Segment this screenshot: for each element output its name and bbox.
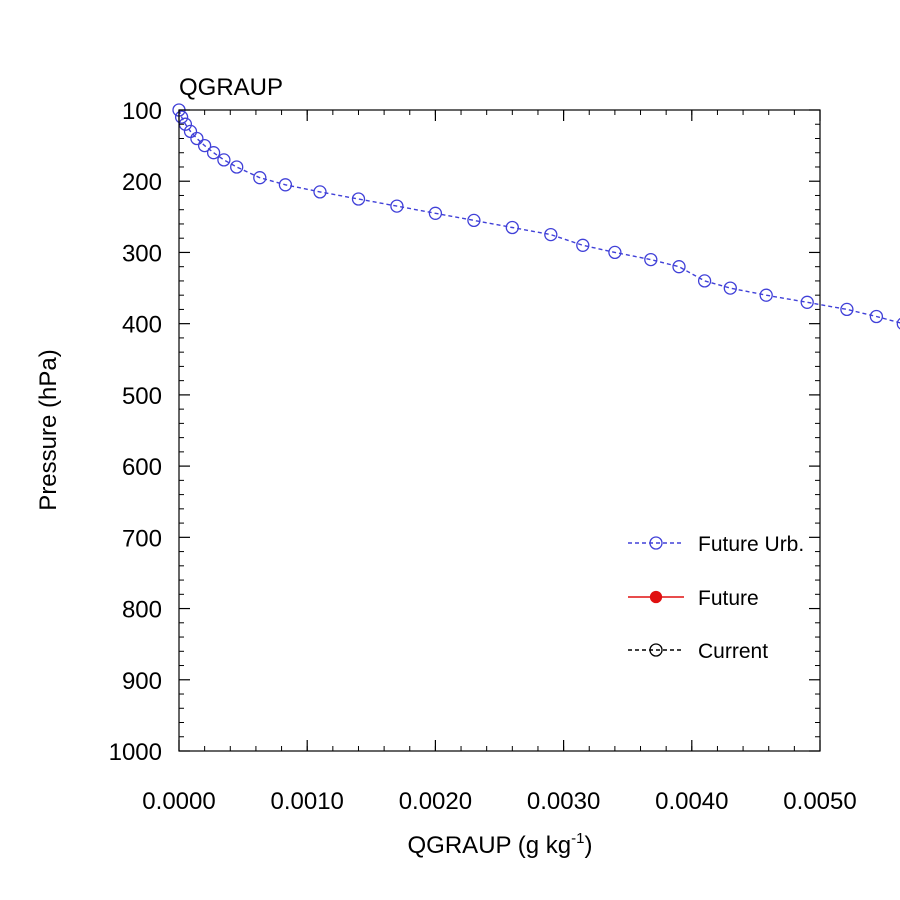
legend-marker xyxy=(649,590,663,604)
legend: Future Urb. Future Current xyxy=(628,533,804,663)
data-point-future-urb xyxy=(697,274,712,288)
x-axis: 0.0000 0.0010 0.0020 0.0030 0.0040 0.0050 xyxy=(142,110,857,815)
y-tick-label: 900 xyxy=(122,668,162,695)
x-tick-label: 0.0040 xyxy=(655,788,728,815)
series-future-urb xyxy=(172,103,900,330)
y-tick-label: 200 xyxy=(122,169,162,196)
data-point-future-urb xyxy=(197,138,212,153)
data-point-future-urb xyxy=(723,281,737,295)
legend-label: Future xyxy=(698,587,759,610)
y-axis-label: Pressure (hPa) xyxy=(35,349,62,510)
data-point-future-urb xyxy=(217,153,231,167)
data-point-future-urb xyxy=(278,178,293,192)
y-tick-label: 700 xyxy=(122,525,162,552)
y-axis: 100 200 300 400 500 600 700 800 900 1000 xyxy=(109,98,820,766)
x-axis-label: QGRAUP (g kg-1) xyxy=(408,830,593,859)
data-point-future-urb xyxy=(174,110,189,124)
data-point-future-urb xyxy=(869,309,884,324)
y-tick-label: 300 xyxy=(122,240,162,267)
data-point-future-urb xyxy=(351,192,366,206)
x-axis-label-tail: ) xyxy=(584,832,592,859)
data-point-future-urb xyxy=(206,146,221,160)
y-tick-label: 1000 xyxy=(109,739,162,766)
data-point-future-urb xyxy=(896,317,900,330)
legend-label: Current xyxy=(698,640,768,663)
data-point-future-urb xyxy=(608,245,622,260)
chart-title: QGRAUP xyxy=(179,74,283,101)
plot-frame xyxy=(178,109,821,752)
data-point-future-urb xyxy=(505,220,519,235)
data-point-future-urb xyxy=(800,295,814,309)
legend-marker xyxy=(649,643,663,657)
data-point-future-urb xyxy=(467,213,481,228)
y-tick-label: 600 xyxy=(122,454,162,481)
x-axis-label-base: QGRAUP (g kg xyxy=(408,832,572,859)
x-tick-label: 0.0030 xyxy=(527,788,600,815)
y-tick-label: 500 xyxy=(122,383,162,410)
data-point-future-urb xyxy=(759,288,773,302)
x-tick-label: 0.0000 xyxy=(142,788,215,815)
data-point-future-urb xyxy=(672,260,686,274)
x-tick-label: 0.0020 xyxy=(399,788,472,815)
legend-label: Future Urb. xyxy=(698,533,804,556)
legend-item-current: Current xyxy=(628,640,768,663)
y-tick-label: 400 xyxy=(122,312,162,339)
series-line-future-urb xyxy=(178,109,900,324)
data-point-future-urb xyxy=(576,238,590,252)
x-tick-label: 0.0050 xyxy=(783,788,856,815)
data-point-future-urb xyxy=(313,185,327,199)
x-axis-label-superscript: -1 xyxy=(571,830,584,847)
data-point-future-urb xyxy=(840,302,854,317)
y-tick-label: 800 xyxy=(122,597,162,624)
data-point-future-urb xyxy=(544,227,558,242)
data-point-future-urb xyxy=(230,160,244,174)
data-point-future-urb xyxy=(428,206,443,220)
data-point-future-urb xyxy=(253,171,267,185)
x-tick-label: 0.0010 xyxy=(270,788,343,815)
legend-item-future-urb: Future Urb. xyxy=(628,533,804,556)
legend-item-future: Future xyxy=(628,587,759,610)
y-tick-label: 100 xyxy=(122,98,162,125)
data-point-future-urb xyxy=(644,252,658,267)
data-point-future-urb xyxy=(390,199,404,213)
series-layer xyxy=(172,103,900,330)
data-point-future-urb xyxy=(190,131,204,146)
legend-marker xyxy=(649,536,663,550)
